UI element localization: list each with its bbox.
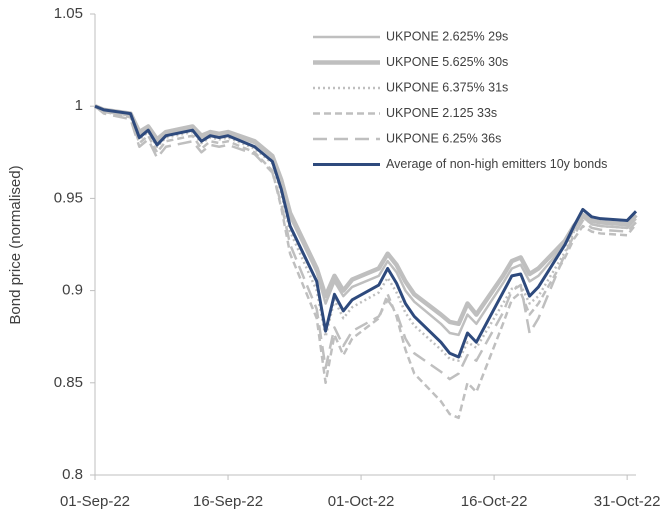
legend-label: UKPONE 5.625% 30s <box>386 55 508 69</box>
y-axis-label: Bond price (normalised) <box>7 165 24 324</box>
series-line <box>94 105 637 420</box>
x-tick-label: 01-Oct-22 <box>328 493 395 510</box>
x-tick-label: 16-Oct-22 <box>461 493 528 510</box>
y-tick-label: 0.8 <box>62 466 83 483</box>
series-line <box>94 104 638 327</box>
legend-label: UKPONE 2.125 33s <box>386 106 497 120</box>
series-line <box>94 105 637 381</box>
x-tick-label: 31-Oct-22 <box>594 493 661 510</box>
y-tick-label: 1.05 <box>54 5 83 22</box>
x-tick-label: 01-Sep-22 <box>60 493 130 510</box>
series-line <box>94 105 637 362</box>
legend-label: UKPONE 6.375% 31s <box>386 80 508 94</box>
x-tick-label: 16-Sep-22 <box>193 493 263 510</box>
y-tick-label: 0.9 <box>62 282 83 299</box>
legend-label: UKPONE 2.625% 29s <box>386 29 508 43</box>
y-tick-label: 0.85 <box>54 374 83 391</box>
series-line <box>94 104 638 359</box>
y-tick-label: 0.95 <box>54 189 83 206</box>
legend-label: Average of non-high emitters 10y bonds <box>386 157 607 171</box>
y-tick-label: 1 <box>75 97 83 114</box>
legend-label: UKPONE 6.25% 36s <box>386 131 501 145</box>
